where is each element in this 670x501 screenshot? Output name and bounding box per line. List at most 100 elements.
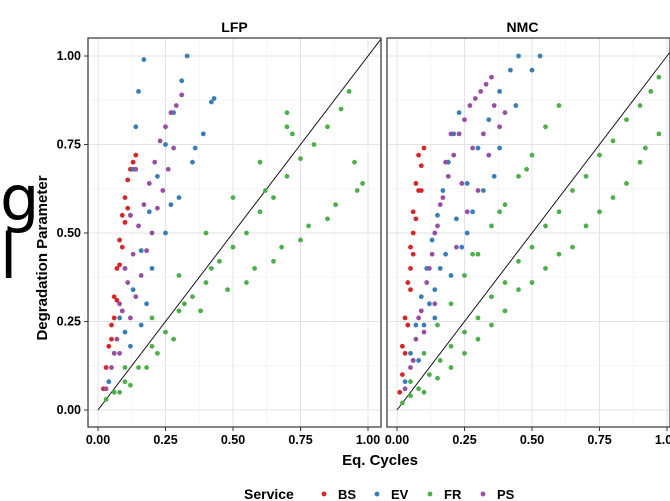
point-ps xyxy=(435,223,440,229)
x-tick-label: 0.75 xyxy=(587,433,611,447)
point-fr xyxy=(252,266,257,271)
point-ps xyxy=(432,301,438,307)
point-ps xyxy=(133,294,139,300)
point-fr xyxy=(279,244,284,250)
point-ev xyxy=(192,145,198,151)
point-ev xyxy=(437,266,443,271)
point-ev xyxy=(149,266,155,271)
point-fr xyxy=(435,322,440,328)
point-ev xyxy=(491,173,497,179)
stray-glyph-g: g xyxy=(0,162,40,235)
point-fr xyxy=(543,223,548,229)
legend-key-ps xyxy=(480,491,486,497)
point-fr xyxy=(648,89,654,94)
x-tick-label: 0.50 xyxy=(520,433,544,447)
point-ps xyxy=(179,92,185,98)
point-ps xyxy=(416,315,421,321)
point-fr xyxy=(182,301,187,307)
point-ev xyxy=(138,322,144,328)
point-ps xyxy=(125,280,131,285)
point-ps xyxy=(486,152,492,158)
point-bs xyxy=(119,212,125,218)
point-fr xyxy=(556,209,562,215)
point-ev xyxy=(440,188,446,193)
point-ev xyxy=(435,212,440,218)
point-bs xyxy=(405,322,411,328)
point-bs xyxy=(410,230,416,236)
point-fr xyxy=(416,386,421,392)
x-tick-label: 0.00 xyxy=(385,433,409,447)
point-fr xyxy=(122,379,128,385)
point-bs xyxy=(410,209,416,215)
facet-title-lfp: LFP xyxy=(221,19,247,35)
point-fr xyxy=(149,315,155,321)
points xyxy=(101,53,365,402)
point-fr xyxy=(475,315,481,321)
point-bs xyxy=(106,343,112,349)
point-fr xyxy=(149,343,155,349)
point-fr xyxy=(624,117,629,123)
point-fr xyxy=(502,280,508,285)
legend-title: Service xyxy=(244,486,294,501)
point-ps xyxy=(437,202,443,208)
point-ev xyxy=(432,287,438,293)
point-fr xyxy=(352,159,357,165)
point-fr xyxy=(448,365,454,370)
point-fr xyxy=(475,251,481,257)
legend-label-ps: PS xyxy=(497,487,515,501)
point-ev xyxy=(168,202,174,208)
point-ps xyxy=(424,280,430,285)
point-ps xyxy=(138,273,144,278)
point-fr xyxy=(263,188,268,193)
point-ps xyxy=(155,205,160,211)
point-bs xyxy=(125,205,131,211)
point-ev xyxy=(163,230,168,236)
point-fr xyxy=(144,365,150,370)
reference-line xyxy=(396,51,670,411)
point-bs xyxy=(111,294,117,300)
point-bs xyxy=(418,188,424,193)
point-fr xyxy=(103,396,109,402)
point-ev xyxy=(475,145,481,151)
point-fr xyxy=(489,294,494,300)
point-ps xyxy=(472,96,478,101)
point-fr xyxy=(163,329,168,335)
point-fr xyxy=(209,266,214,271)
point-fr xyxy=(475,336,481,342)
point-ev xyxy=(464,230,470,236)
point-ps xyxy=(497,124,502,130)
point-fr xyxy=(346,89,352,94)
point-ps xyxy=(111,350,117,356)
point-fr xyxy=(529,244,535,250)
point-ps xyxy=(127,212,133,218)
point-bs xyxy=(111,315,117,321)
point-fr xyxy=(435,375,440,381)
point-fr xyxy=(556,103,562,108)
point-ev xyxy=(456,110,462,116)
point-fr xyxy=(198,308,204,314)
panel-border xyxy=(386,37,670,428)
point-ev xyxy=(122,329,128,335)
point-fr xyxy=(529,280,535,285)
point-bs xyxy=(400,343,405,349)
point-fr xyxy=(325,216,330,222)
point-fr xyxy=(311,142,317,147)
point-ps xyxy=(171,145,177,151)
point-fr xyxy=(171,336,177,342)
legend-key-bs xyxy=(321,491,327,497)
point-fr xyxy=(298,237,303,243)
point-fr xyxy=(448,301,454,307)
point-ev xyxy=(117,315,122,321)
point-ev xyxy=(106,379,112,385)
point-fr xyxy=(470,251,475,257)
point-ps xyxy=(117,301,122,307)
legend-label-bs: BS xyxy=(338,487,356,501)
point-fr xyxy=(111,389,117,395)
point-ev xyxy=(184,53,190,59)
point-bs xyxy=(117,237,122,243)
point-fr xyxy=(610,195,616,201)
point-fr xyxy=(597,152,602,158)
point-bs xyxy=(408,266,413,271)
point-ev xyxy=(497,145,502,151)
point-ev xyxy=(127,343,133,349)
